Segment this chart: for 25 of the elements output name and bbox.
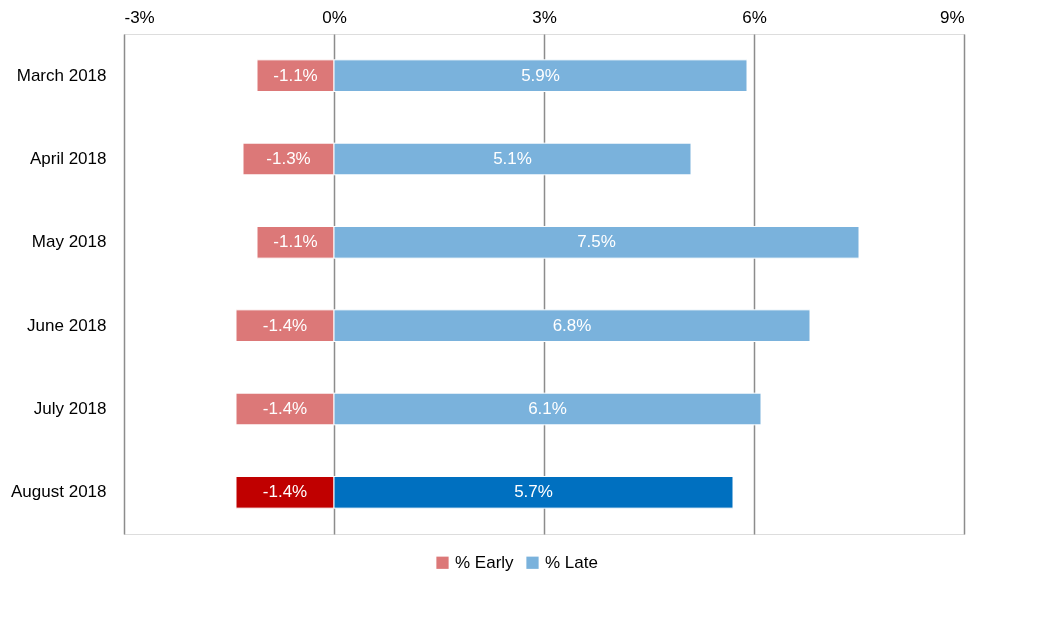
data-label: -1.3% (266, 149, 311, 168)
data-label: -1.4% (262, 482, 308, 502)
data-label: 7.5% (577, 232, 616, 252)
x-tick-label: 9% (939, 7, 965, 27)
y-tick-label: August 2018 (11, 482, 107, 502)
data-label: 5.1% (493, 149, 532, 168)
data-label: -1.1% (273, 232, 318, 252)
x-tick-label: 0% (322, 7, 347, 27)
data-label: 6.8% (552, 315, 592, 335)
y-tick-label: April 2018 (29, 149, 107, 168)
data-label: 6.1% (528, 399, 567, 418)
data-label: 5.7% (514, 482, 553, 502)
x-tick-label: 3% (532, 7, 557, 27)
legend-label: % Late (545, 552, 598, 572)
data-label: -1.4% (262, 399, 308, 418)
y-tick-label: July 2018 (33, 399, 107, 418)
y-tick-label: June 2018 (27, 315, 107, 335)
data-label: 5.9% (521, 65, 560, 85)
x-tick-label: 6% (742, 7, 767, 27)
data-label: -1.1% (273, 65, 318, 85)
x-tick-label: -3% (124, 7, 155, 27)
legend-label: % Early (455, 552, 515, 572)
y-tick-label: May 2018 (31, 232, 107, 252)
data-label: -1.4% (262, 315, 308, 335)
y-tick-label: March 2018 (16, 65, 107, 85)
